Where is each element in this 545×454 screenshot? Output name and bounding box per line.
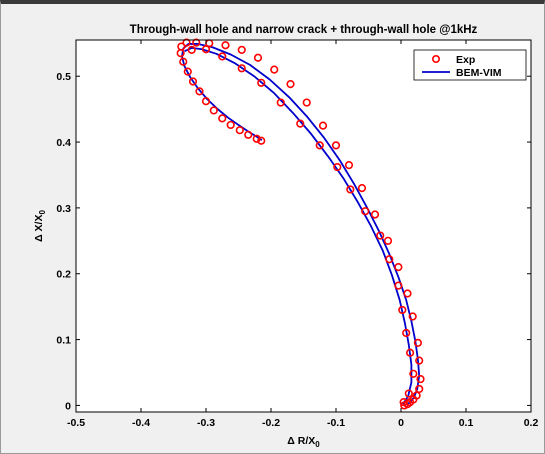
- exp-data-point: [209, 106, 218, 115]
- legend-exp-label: Exp: [456, 54, 475, 66]
- exp-data-point: [333, 162, 342, 172]
- y-axis-label-subscript: 0: [38, 210, 47, 215]
- x-tick-label: -0.4: [132, 417, 150, 429]
- exp-data-point: [257, 136, 266, 145]
- exp-data-point: [361, 207, 370, 216]
- exp-data-point: [416, 374, 425, 384]
- exp-data-point: [412, 391, 421, 400]
- exp-data-point: [406, 348, 415, 357]
- legend-exp-marker: [431, 54, 440, 63]
- exp-data-point: [296, 119, 305, 128]
- exp-data-point: [253, 53, 263, 62]
- exp-data-point: [201, 97, 211, 106]
- x-tick-label: -0.2: [262, 417, 280, 429]
- y-tick-label: 0.4: [56, 137, 71, 149]
- exp-data-point: [226, 120, 235, 130]
- plot-area: [76, 40, 531, 412]
- exp-data-point: [188, 77, 198, 86]
- exp-data-point: [344, 161, 354, 170]
- exp-data-point: [187, 45, 196, 54]
- exp-data-point: [413, 338, 423, 347]
- exp-data-point: [276, 98, 285, 107]
- exp-data-point: [192, 38, 201, 47]
- exp-data-point: [409, 369, 418, 378]
- x-tick-label: -0.3: [197, 417, 215, 429]
- exp-data-point: [402, 328, 411, 338]
- exp-data-point: [237, 45, 246, 54]
- legend-box: [413, 49, 527, 81]
- exp-data-point: [201, 45, 211, 54]
- y-tick-label: 0.2: [56, 269, 71, 281]
- exp-data-point: [195, 87, 204, 96]
- exp-data-point: [302, 98, 311, 107]
- chart-title: Through-wall hole and narrow crack + thr…: [130, 24, 478, 36]
- exp-data-point: [252, 134, 261, 143]
- exp-data-point: [237, 64, 246, 73]
- exp-data-point: [176, 49, 185, 58]
- exp-data-point: [394, 263, 403, 272]
- exp-data-point: [182, 38, 191, 47]
- exp-data-point: [235, 126, 244, 135]
- y-tick-label: 0.1: [56, 335, 71, 347]
- plot-border: [75, 39, 532, 413]
- exp-data-point: [357, 184, 367, 193]
- x-tick-label: -0.1: [327, 417, 345, 429]
- exp-data-point: [244, 130, 253, 139]
- x-tick-label: 0.2: [524, 417, 539, 429]
- exp-data-point: [286, 80, 295, 89]
- x-axis-label-subscript: 0: [315, 440, 320, 449]
- legend-bem-vim-label: BEM-VIM: [456, 67, 502, 79]
- legend: Exp BEM-VIM: [413, 49, 527, 81]
- y-tick-label: 0.5: [56, 71, 71, 83]
- exp-data-point: [415, 384, 424, 394]
- x-tick-label: -0.5: [67, 417, 85, 429]
- x-axis-label-main: Δ R/X: [287, 435, 315, 447]
- y-tick-label: 0.3: [56, 203, 71, 215]
- exp-data-point: [346, 185, 355, 194]
- exp-data-point: [403, 289, 412, 298]
- exp-data-point: [383, 236, 393, 245]
- exp-data-point: [318, 121, 328, 130]
- y-axis-label-main: Δ X/X: [33, 215, 45, 242]
- exp-data-point: [221, 41, 230, 50]
- exp-data-point: [415, 356, 424, 365]
- exp-data-point: [183, 67, 192, 76]
- exp-data-point: [331, 141, 341, 150]
- exp-data-point: [408, 312, 417, 321]
- exp-data-point: [315, 141, 324, 150]
- x-axis-label: Δ R/X0: [287, 435, 320, 449]
- exp-data-point: [179, 57, 188, 66]
- x-tick-label: 0: [398, 417, 404, 429]
- exp-data-point: [270, 65, 279, 74]
- exp-data-point: [257, 78, 266, 87]
- exp-data-point: [394, 281, 403, 290]
- exp-data-point: [218, 52, 227, 61]
- x-tick-label: 0.1: [459, 417, 474, 429]
- exp-data-point: [398, 305, 407, 315]
- exp-data-point: [370, 210, 380, 219]
- exp-data-point: [376, 231, 385, 240]
- exp-data-point: [218, 114, 227, 123]
- exp-data-point: [399, 398, 408, 407]
- y-axis-label: Δ X/X0: [33, 210, 47, 242]
- exp-data-point: [404, 389, 413, 398]
- y-tick-label: 0: [65, 400, 71, 412]
- exp-data-point: [385, 255, 394, 264]
